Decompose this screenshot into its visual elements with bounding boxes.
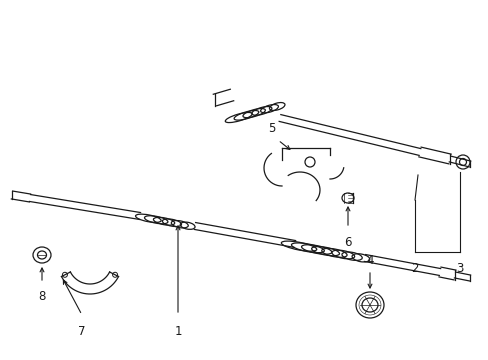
Text: 7: 7 [78, 325, 85, 338]
Text: 6: 6 [344, 236, 351, 249]
Text: 8: 8 [38, 290, 45, 303]
Text: 3: 3 [455, 262, 463, 275]
Text: 4: 4 [366, 254, 373, 267]
Text: 1: 1 [174, 325, 182, 338]
Text: 2: 2 [410, 262, 418, 275]
Text: 5: 5 [268, 122, 275, 135]
